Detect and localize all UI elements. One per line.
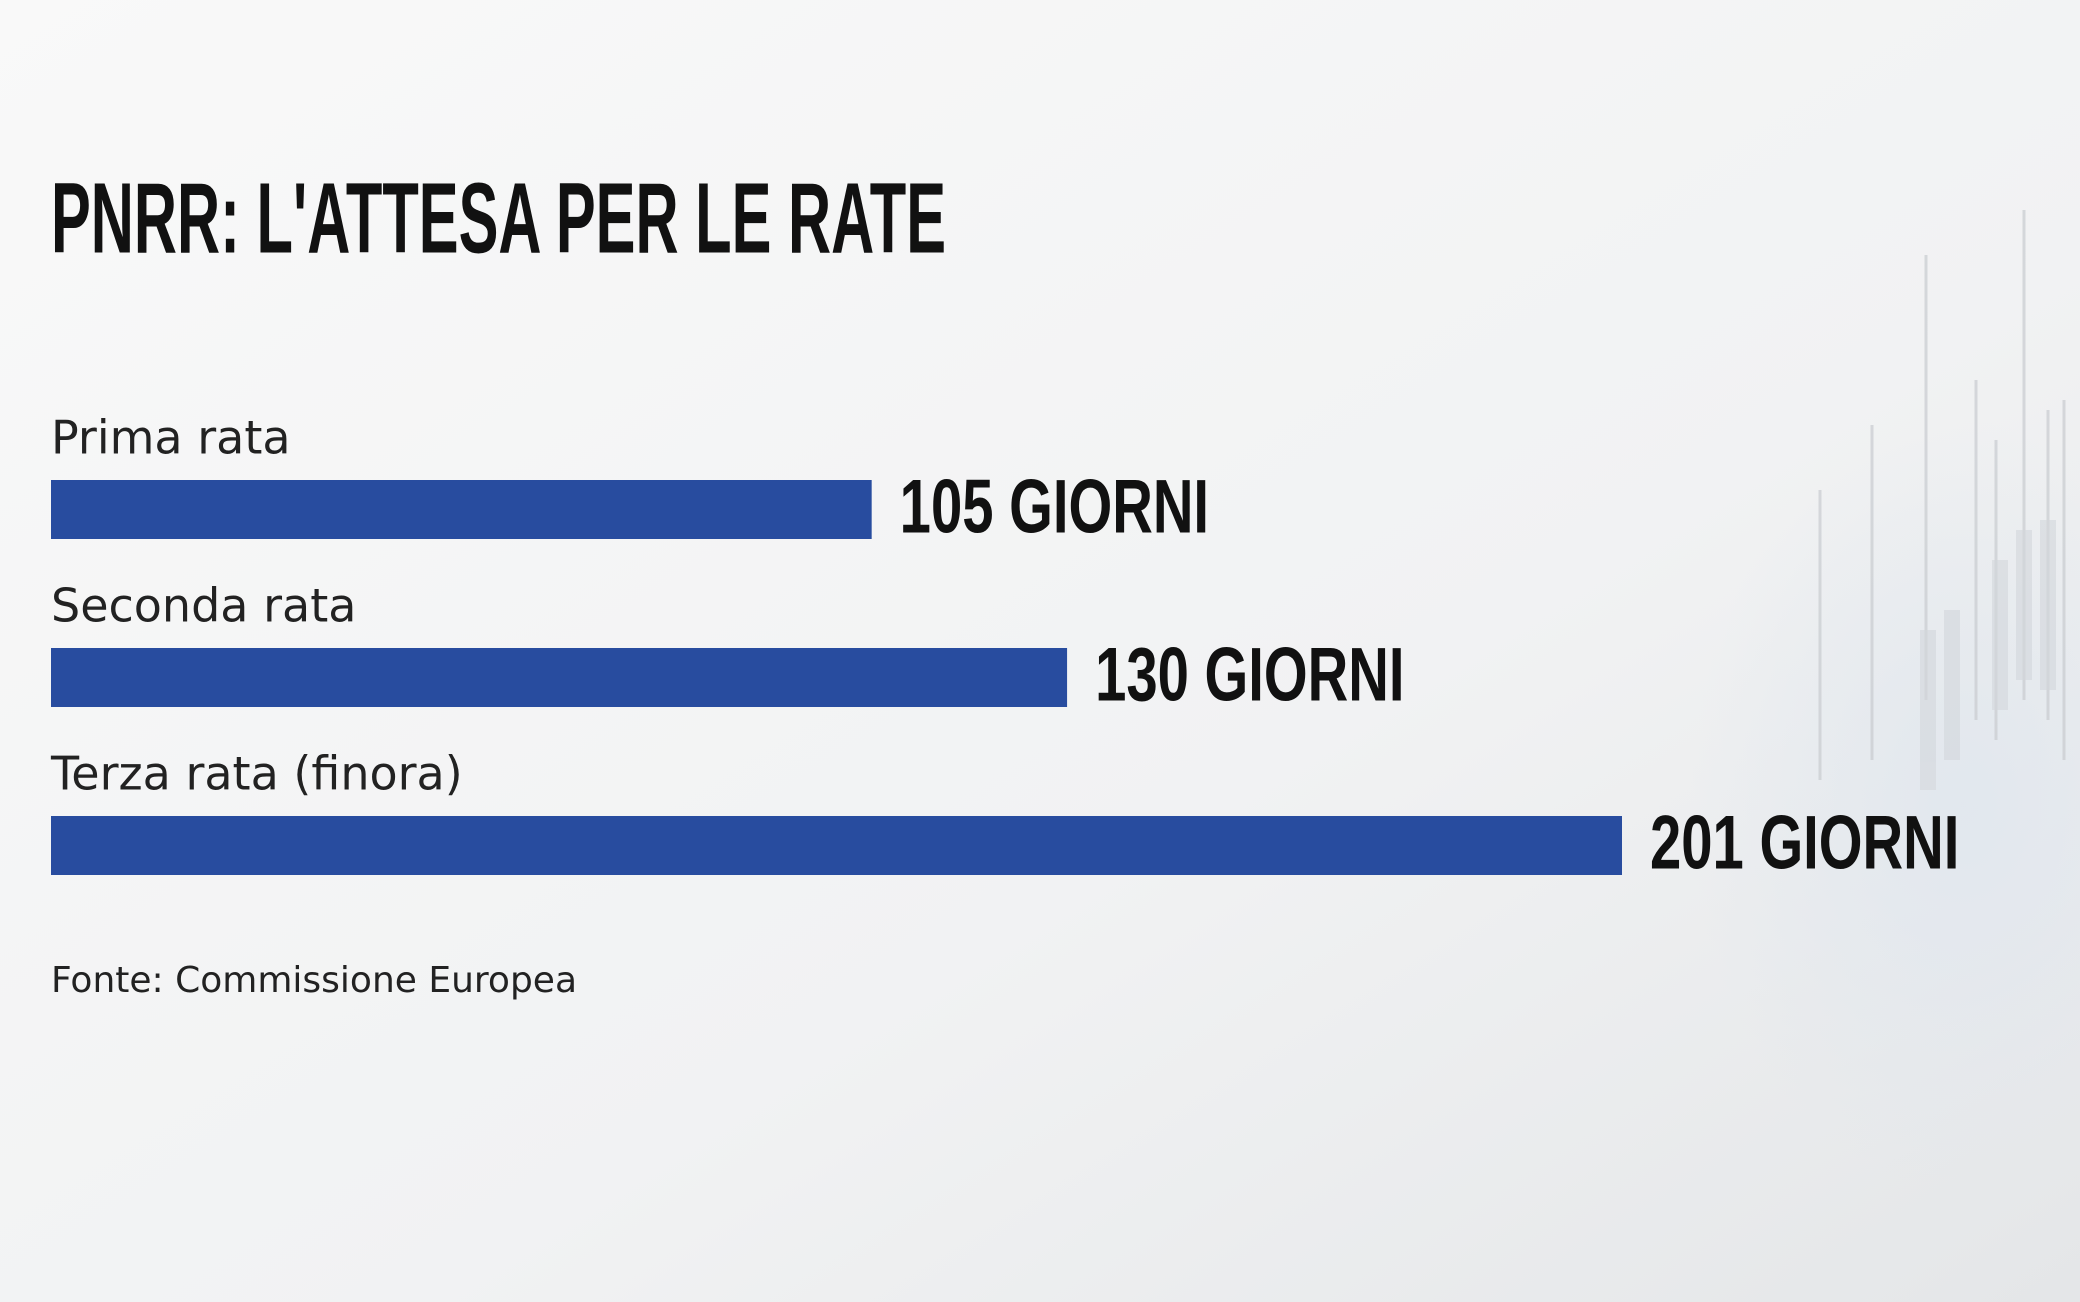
- bar: [51, 648, 1068, 707]
- background-glow: [1300, 200, 2080, 1300]
- chart-title: PNRR: L'ATTESA PER LE RATE: [51, 162, 946, 274]
- category-label: Terza rata (finora): [50, 747, 463, 801]
- value-label: 201 GIORNI: [1650, 800, 1959, 885]
- bar: [51, 816, 1622, 875]
- bar: [51, 480, 872, 539]
- source-note: Fonte: Commissione Europea: [51, 960, 577, 1001]
- decorative-candles: [1818, 210, 2066, 780]
- value-label: 130 GIORNI: [1095, 632, 1404, 717]
- category-label: Prima rata: [51, 411, 291, 465]
- decorative-bars: [1920, 520, 2056, 790]
- category-label: Seconda rata: [51, 579, 356, 633]
- value-label: 105 GIORNI: [900, 464, 1209, 549]
